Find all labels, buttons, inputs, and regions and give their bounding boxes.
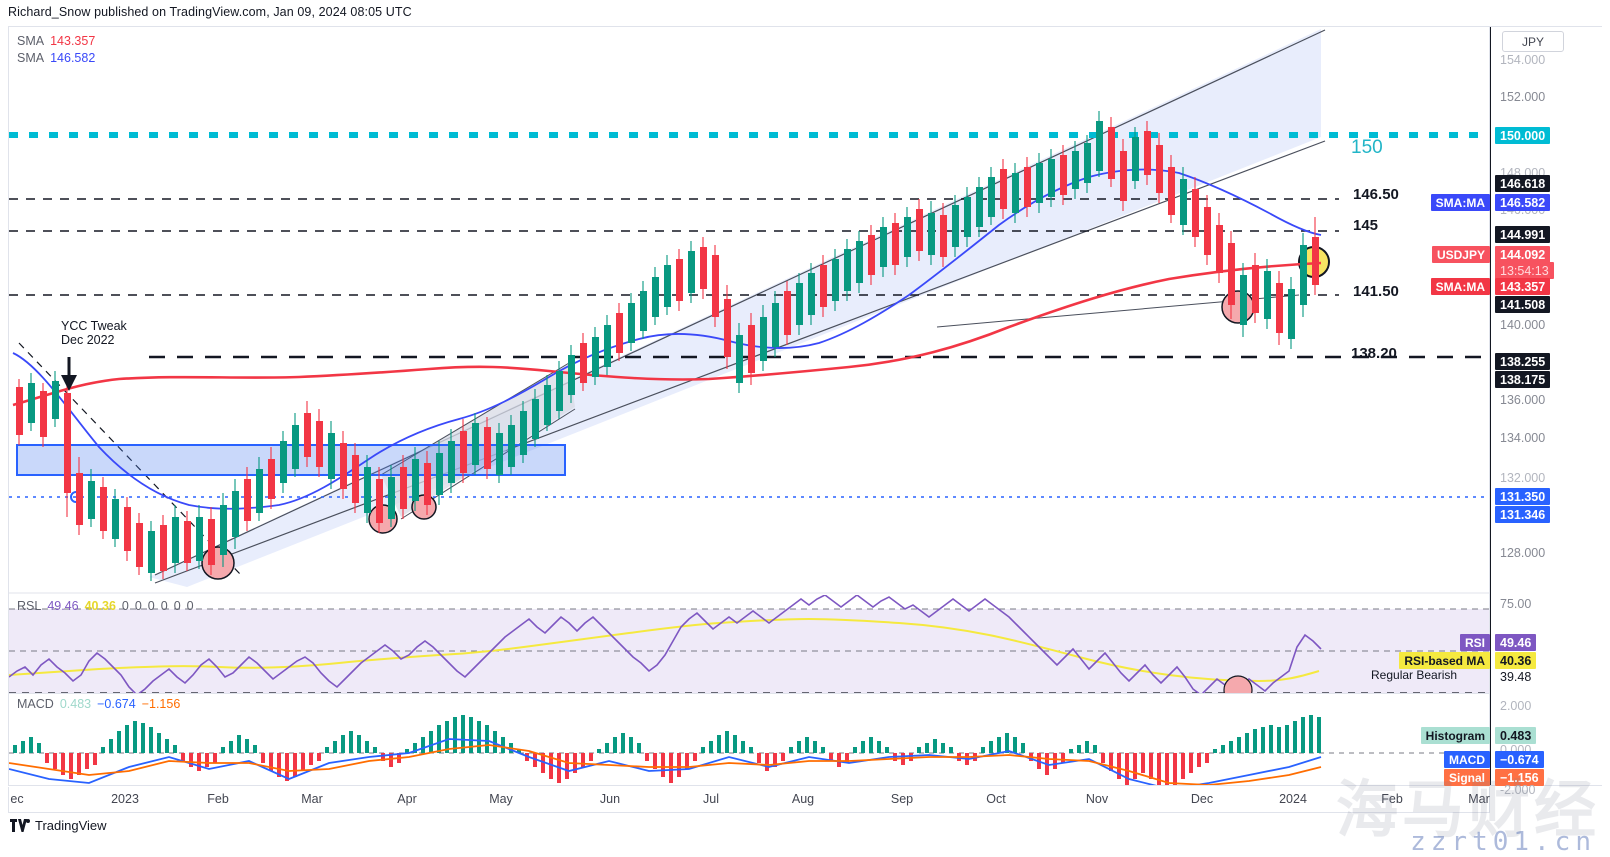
macd-signal-axis-tag[interactable]: Signal [1443, 769, 1490, 786]
rsi-ma-legend-value: 40.36 [84, 599, 116, 613]
sma-legend-2-value: 146.582 [50, 51, 96, 65]
axis-pill-131346[interactable]: 131.346 [1495, 506, 1551, 523]
rsi-ma-axis-tag[interactable]: RSI-based MA [1399, 652, 1490, 669]
axis-tick-136: 136.000 [1500, 393, 1546, 407]
rsi-extra-2: 0 [134, 599, 142, 613]
axis-tag-usdjpy[interactable]: USDJPY [1431, 246, 1490, 263]
time-label-mar: Mar [301, 792, 323, 806]
time-label-oct: Oct [986, 792, 1006, 806]
rsi-axis-tick-3948: 39.48 [1500, 670, 1532, 684]
axis-pill-sma-fast[interactable]: 146.582 [1495, 194, 1551, 211]
time-label-2023: 2023 [111, 792, 139, 806]
axis-tag-sma-fast[interactable]: SMA:MA [1430, 194, 1490, 211]
tradingview-logo-text: TradingView [35, 818, 107, 833]
axis-pill-sma-slow[interactable]: 143.357 [1495, 278, 1551, 295]
axis-pill-138255[interactable]: 138.255 [1495, 353, 1551, 370]
axis-pill-146618[interactable]: 146.618 [1495, 175, 1551, 192]
time-label-feb-2: Feb [1381, 792, 1403, 806]
axis-tick-140: 140.000 [1500, 318, 1546, 332]
rsi-extra-4: 0 [160, 599, 168, 613]
sma-legend-1[interactable]: SMA 143.357 [17, 34, 95, 48]
sma-legend-2[interactable]: SMA 146.582 [17, 51, 95, 65]
currency-badge[interactable]: JPY [1502, 31, 1564, 52]
macd-signal-axis-pill[interactable]: −1.156 [1495, 769, 1544, 786]
macd-axis-tick-neg2: -2.000 [1500, 783, 1536, 797]
axis-tick-154: 154.000 [1500, 53, 1546, 67]
axis-tick-134: 134.000 [1500, 431, 1546, 445]
macd-line-legend-value: −0.674 [97, 697, 136, 711]
ycc-tweak-note: YCC Tweak [61, 319, 127, 333]
time-axis[interactable]: ec 2023 Feb Mar Apr May Jun Jul Aug Sep … [8, 787, 1490, 813]
axis-pill-150[interactable]: 150.000 [1495, 127, 1551, 144]
rsi-extra-6: 0 [186, 599, 194, 613]
level-label-138-20: 138.20 [1351, 345, 1397, 362]
rsi-axis-pill[interactable]: 49.46 [1495, 634, 1537, 651]
rsi-legend[interactable]: RSL 49.46 40.36 0 0 0 0 0 0 [17, 599, 194, 613]
axis-pill-141508[interactable]: 141.508 [1495, 296, 1551, 313]
time-label-dec-2: Dec [1190, 792, 1214, 806]
ycc-tweak-note-line2: Dec 2022 [61, 333, 115, 347]
watermark-url: zzrt01.cn [1410, 827, 1596, 857]
time-label-dec: ec [10, 792, 24, 806]
rsi-axis-tag[interactable]: RSI [1459, 634, 1490, 651]
rsi-extra-1: 0 [121, 599, 129, 613]
price-axis[interactable]: JPY 154.000 152.000 148.000 146.000 142.… [1399, 26, 1602, 797]
axis-tick-128: 128.000 [1500, 546, 1546, 560]
axis-divider [1490, 27, 1491, 785]
macd-hist-axis-pill[interactable]: 0.483 [1495, 727, 1537, 744]
time-label-mar-2: Mar [1468, 792, 1490, 806]
level-label-145: 145 [1353, 217, 1379, 234]
macd-hist-axis-tag[interactable]: Histogram [1420, 727, 1490, 744]
macd-histogram [13, 715, 1321, 785]
rsi-legend-value: 49.46 [47, 599, 79, 613]
level-label-146-50: 146.50 [1353, 186, 1399, 203]
sma-legend-2-label: SMA [17, 51, 45, 65]
rsi-divergence-label: Regular Bearish [1371, 668, 1458, 682]
time-label-nov: Nov [1085, 792, 1109, 806]
time-label-jun: Jun [599, 792, 621, 806]
chart-canvas[interactable]: SMA 143.357 SMA 146.582 150 146.50 145 141… [8, 26, 1490, 786]
ycc-tweak-line1: YCC Tweak [61, 319, 127, 333]
publisher-line: Richard_Snow published on TradingView.co… [8, 5, 412, 19]
macd-hist-legend-value: 0.483 [59, 697, 92, 711]
axis-pill-last-time: 13:54:13 [1495, 262, 1554, 279]
time-label-sep: Sep [890, 792, 914, 806]
sma-legend-1-label: SMA [17, 34, 45, 48]
tradingview-logo[interactable]: TradingView [10, 818, 107, 833]
sma-legend-1-value: 143.357 [50, 34, 96, 48]
time-label-jul: Jul [703, 792, 719, 806]
axis-pill-138175[interactable]: 138.175 [1495, 371, 1551, 388]
axis-pill-144991[interactable]: 144.991 [1495, 226, 1551, 243]
axis-tick-152: 152.000 [1500, 90, 1546, 104]
ycc-arrow [61, 357, 77, 391]
macd-signal-legend-value: −1.156 [141, 697, 181, 711]
macd-legend-label: MACD [17, 697, 54, 711]
macd-axis-tick-2: 2.000 [1500, 699, 1532, 713]
time-label-aug: Aug [791, 792, 815, 806]
axis-pill-last-price[interactable]: 144.092 [1495, 246, 1551, 263]
time-label-may: May [489, 792, 513, 806]
chart-graphics [9, 29, 1489, 785]
candlesticks [16, 111, 1319, 581]
rsi-legend-label: RSL [17, 599, 42, 613]
macd-axis-pill[interactable]: −0.674 [1495, 751, 1544, 768]
rsi-extra-5: 0 [173, 599, 181, 613]
macd-axis-tag[interactable]: MACD [1444, 751, 1490, 768]
macd-legend[interactable]: MACD 0.483 −0.674 −1.156 [17, 697, 180, 711]
tradingview-mark-icon [10, 819, 30, 832]
time-label-apr: Apr [397, 792, 417, 806]
ycc-tweak-line2: Dec 2022 [61, 333, 115, 347]
axis-pill-131350[interactable]: 131.350 [1495, 488, 1551, 505]
rsi-ma-axis-pill[interactable]: 40.36 [1495, 652, 1537, 669]
level-label-150: 150 [1351, 137, 1383, 158]
level-label-141-50: 141.50 [1353, 283, 1399, 300]
time-label-feb: Feb [207, 792, 229, 806]
axis-tick-132: 132.000 [1500, 471, 1546, 485]
rsi-axis-tick-75: 75.00 [1500, 597, 1532, 611]
rsi-extra-3: 0 [147, 599, 155, 613]
axis-tag-sma-slow[interactable]: SMA:MA [1430, 278, 1490, 295]
time-label-2024: 2024 [1279, 792, 1307, 806]
